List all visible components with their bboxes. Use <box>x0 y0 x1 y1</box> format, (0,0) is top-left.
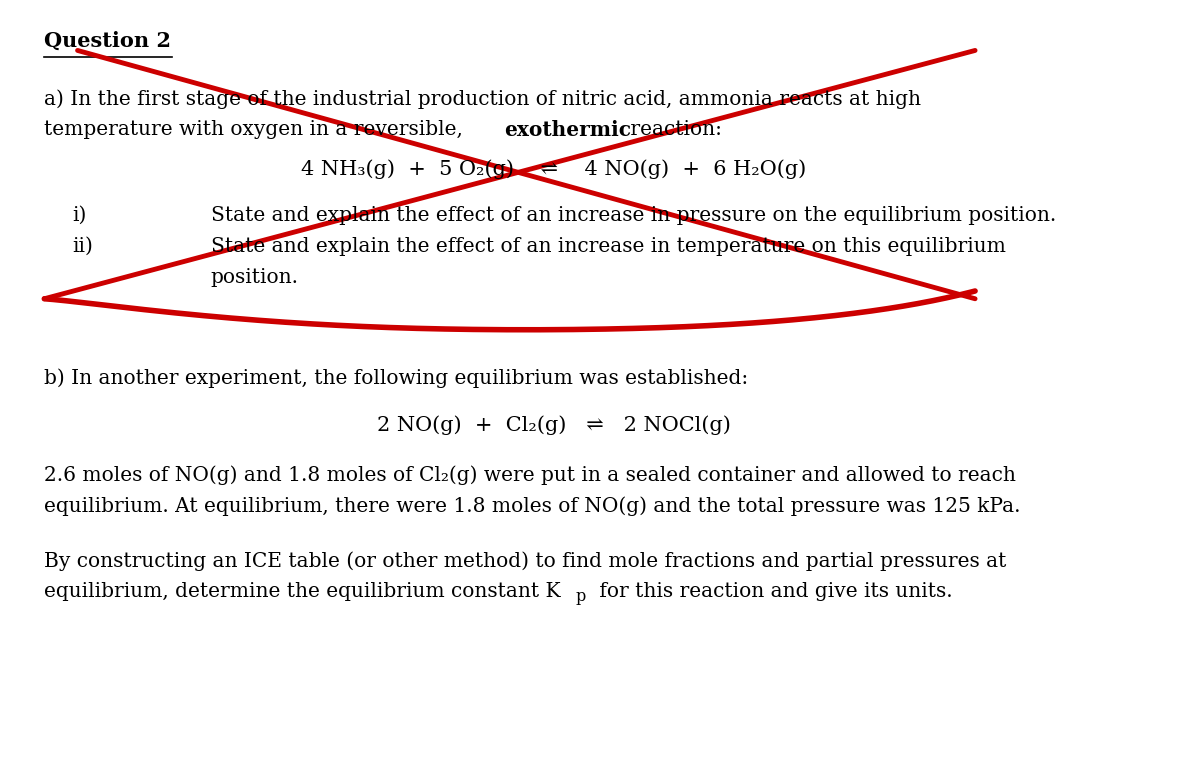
Text: b) In another experiment, the following equilibrium was established:: b) In another experiment, the following … <box>44 369 749 388</box>
Text: 2 NO(g)  +  Cl₂(g)   ⇌   2 NOCl(g): 2 NO(g) + Cl₂(g) ⇌ 2 NOCl(g) <box>377 415 731 435</box>
Text: i): i) <box>72 206 86 224</box>
Text: 2.6 moles of NO(g) and 1.8 moles of Cl₂(g) were put in a sealed container and al: 2.6 moles of NO(g) and 1.8 moles of Cl₂(… <box>44 466 1016 485</box>
Text: Question 2: Question 2 <box>44 31 172 51</box>
Text: State and explain the effect of an increase in pressure on the equilibrium posit: State and explain the effect of an incre… <box>210 206 1056 224</box>
Text: equilibrium. At equilibrium, there were 1.8 moles of NO(g) and the total pressur: equilibrium. At equilibrium, there were … <box>44 497 1021 516</box>
Text: temperature with oxygen in a reversible,: temperature with oxygen in a reversible, <box>44 120 469 139</box>
Text: equilibrium, determine the equilibrium constant K: equilibrium, determine the equilibrium c… <box>44 582 560 601</box>
Text: ii): ii) <box>72 237 92 255</box>
Text: State and explain the effect of an increase in temperature on this equilibrium: State and explain the effect of an incre… <box>210 237 1006 255</box>
Text: 4 NH₃(g)  +  5 O₂(g)    ⇌    4 NO(g)  +  6 H₂O(g): 4 NH₃(g) + 5 O₂(g) ⇌ 4 NO(g) + 6 H₂O(g) <box>301 159 806 178</box>
Text: exothermic: exothermic <box>504 120 631 140</box>
Text: p: p <box>575 588 586 605</box>
Text: a) In the first stage of the industrial production of nitric acid, ammonia react: a) In the first stage of the industrial … <box>44 89 922 109</box>
Text: reaction:: reaction: <box>624 120 722 139</box>
Text: position.: position. <box>210 268 299 286</box>
Text: for this reaction and give its units.: for this reaction and give its units. <box>593 582 953 601</box>
Text: By constructing an ICE table (or other method) to find mole fractions and partia: By constructing an ICE table (or other m… <box>44 551 1007 570</box>
